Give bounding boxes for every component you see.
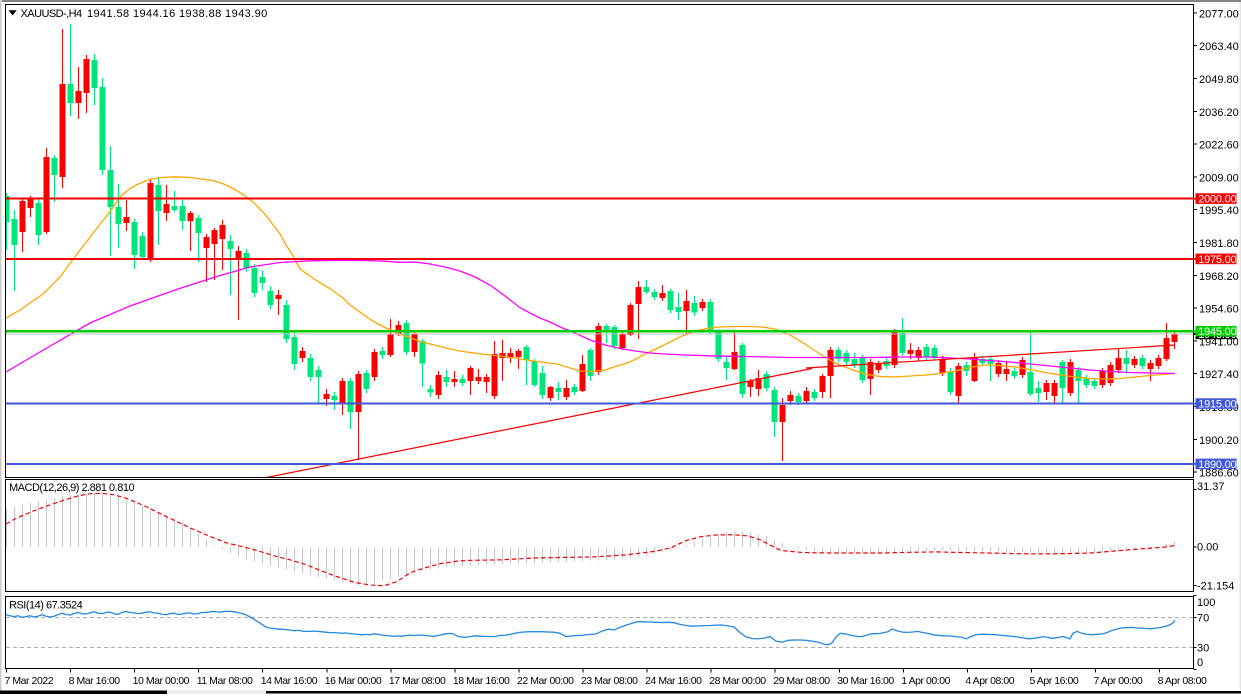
svg-text:XAUUSD-,H4: XAUUSD-,H4 <box>21 8 83 20</box>
svg-text:30 Mar 16:00: 30 Mar 16:00 <box>837 675 894 687</box>
svg-text:2036.20: 2036.20 <box>1199 107 1239 119</box>
svg-text:8 Mar 16:00: 8 Mar 16:00 <box>69 675 121 687</box>
svg-text:1 Apr 00:00: 1 Apr 00:00 <box>901 675 950 687</box>
svg-text:1941.00: 1941.00 <box>1199 336 1239 348</box>
svg-text:14 Mar 16:00: 14 Mar 16:00 <box>261 675 318 687</box>
svg-text:4 Apr 08:00: 4 Apr 08:00 <box>965 675 1014 687</box>
svg-text:1915.00: 1915.00 <box>1198 399 1236 411</box>
svg-text:11 Mar 08:00: 11 Mar 08:00 <box>197 675 253 687</box>
svg-text:8 Apr 08:00: 8 Apr 08:00 <box>1158 675 1207 687</box>
svg-text:18 Mar 16:00: 18 Mar 16:00 <box>453 675 510 687</box>
svg-text:1886.60: 1886.60 <box>1199 468 1239 480</box>
svg-text:2000.00: 2000.00 <box>1198 194 1236 206</box>
svg-text:30: 30 <box>1197 642 1209 654</box>
svg-text:0.00: 0.00 <box>1197 542 1218 554</box>
svg-text:7 Mar 2022: 7 Mar 2022 <box>5 675 54 687</box>
svg-text:1981.80: 1981.80 <box>1199 238 1239 250</box>
svg-text:2009.00: 2009.00 <box>1199 172 1239 184</box>
svg-text:2049.80: 2049.80 <box>1199 74 1239 86</box>
svg-text:1941.58 1944.16 1938.88 1943.9: 1941.58 1944.16 1938.88 1943.90 <box>87 8 268 20</box>
svg-text:2063.40: 2063.40 <box>1199 41 1239 53</box>
svg-text:28 Mar 00:00: 28 Mar 00:00 <box>709 675 766 687</box>
svg-text:10 Mar 00:00: 10 Mar 00:00 <box>133 675 190 687</box>
svg-text:31.37: 31.37 <box>1197 481 1225 493</box>
svg-text:100: 100 <box>1197 597 1215 609</box>
svg-text:-21.154: -21.154 <box>1197 580 1234 592</box>
svg-text:2077.00: 2077.00 <box>1199 8 1239 20</box>
svg-text:1945.00: 1945.00 <box>1198 326 1236 338</box>
svg-text:1954.60: 1954.60 <box>1199 304 1239 316</box>
svg-text:5 Apr 16:00: 5 Apr 16:00 <box>1030 675 1079 687</box>
svg-text:29 Mar 08:00: 29 Mar 08:00 <box>773 675 830 687</box>
svg-text:70: 70 <box>1197 613 1209 625</box>
svg-text:MACD(12,26,9) 2.881 0.810: MACD(12,26,9) 2.881 0.810 <box>9 482 134 494</box>
svg-text:0: 0 <box>1197 657 1203 669</box>
svg-text:1900.20: 1900.20 <box>1199 435 1239 447</box>
svg-text:1927.40: 1927.40 <box>1199 369 1239 381</box>
svg-text:7 Apr 00:00: 7 Apr 00:00 <box>1094 675 1143 687</box>
svg-text:16 Mar 00:00: 16 Mar 00:00 <box>325 675 382 687</box>
svg-text:22 Mar 00:00: 22 Mar 00:00 <box>517 675 574 687</box>
svg-text:1890.00: 1890.00 <box>1198 459 1236 471</box>
svg-text:1975.00: 1975.00 <box>1198 254 1236 266</box>
svg-text:1995.40: 1995.40 <box>1199 205 1239 217</box>
svg-text:23 Mar 08:00: 23 Mar 08:00 <box>581 675 638 687</box>
svg-text:RSI(14) 67.3524: RSI(14) 67.3524 <box>9 600 83 612</box>
svg-text:1968.20: 1968.20 <box>1199 271 1239 283</box>
svg-text:17 Mar 08:00: 17 Mar 08:00 <box>389 675 446 687</box>
svg-text:2022.60: 2022.60 <box>1199 140 1239 152</box>
svg-text:24 Mar 16:00: 24 Mar 16:00 <box>645 675 702 687</box>
